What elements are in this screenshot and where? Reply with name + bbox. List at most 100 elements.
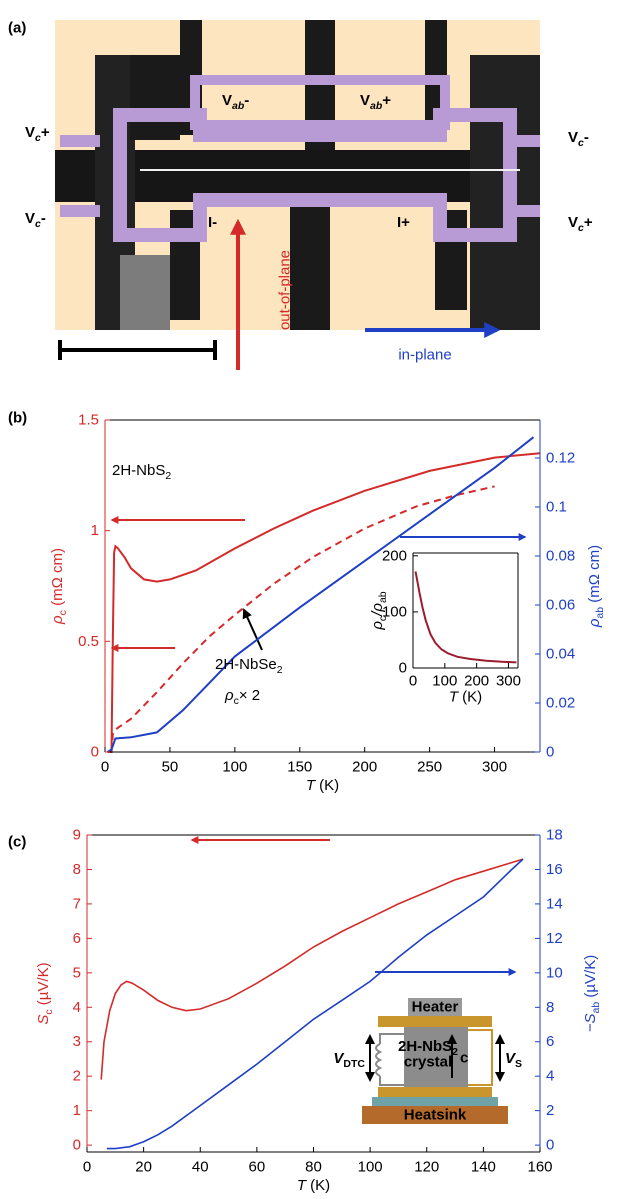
x-tick-label: 80 bbox=[305, 1159, 322, 1176]
label-part: 2H-NbS bbox=[398, 1038, 452, 1055]
label-part: ρ bbox=[586, 618, 603, 628]
x-tick-label: 300 bbox=[496, 673, 521, 690]
label-part: c bbox=[377, 616, 389, 621]
label-part: ab bbox=[370, 100, 383, 112]
label-part: I- bbox=[208, 214, 217, 231]
plot-lines bbox=[414, 571, 517, 664]
x-axis-label: T (K) bbox=[449, 688, 482, 705]
label-part: 2H-NbSe bbox=[215, 656, 277, 673]
scale-bar bbox=[58, 340, 217, 360]
contact-label: Vab- bbox=[222, 92, 249, 113]
label-part: (K) bbox=[306, 1177, 330, 1194]
label-part: (K) bbox=[315, 777, 339, 794]
label-part: × 2 bbox=[239, 687, 260, 704]
label-part: c bbox=[35, 218, 41, 230]
contact-label: I+ bbox=[397, 214, 410, 231]
label-part: ab bbox=[232, 100, 245, 112]
x-axis-label: T (K) bbox=[306, 777, 339, 794]
label-part: T bbox=[297, 1177, 308, 1194]
x-tick-label: 120 bbox=[414, 1159, 439, 1176]
pointer-arrow bbox=[242, 608, 263, 651]
label-part: V bbox=[222, 92, 232, 109]
label-part: - bbox=[41, 210, 46, 227]
x-tick-label: 60 bbox=[249, 1159, 266, 1176]
contact-label: Vc- bbox=[568, 129, 589, 150]
y-tick-label: 7 bbox=[73, 895, 81, 912]
y-tick-label: 4 bbox=[73, 999, 81, 1016]
plot-lines bbox=[100, 858, 524, 1150]
y2-tick-label: 6 bbox=[546, 1033, 554, 1050]
label-part: V bbox=[568, 129, 578, 146]
y2-tick-label: 12 bbox=[546, 930, 563, 947]
data-line bbox=[107, 436, 535, 753]
y-tick-label: 3 bbox=[73, 1033, 81, 1050]
schematic-label: crystal bbox=[404, 1054, 452, 1071]
micrograph bbox=[55, 20, 540, 330]
y-tick-label: 0 bbox=[91, 744, 99, 761]
schematic-label: c bbox=[460, 1050, 468, 1067]
x-tick-label: 0 bbox=[101, 759, 109, 776]
direction-label: in-plane bbox=[398, 347, 451, 364]
contact-label: Vab+ bbox=[360, 92, 391, 113]
y-tick-label: 0 bbox=[399, 660, 407, 677]
y-tick-label: 2 bbox=[73, 1068, 81, 1085]
contact-label: I- bbox=[208, 214, 217, 231]
annotation: 2H-NbSe2 bbox=[215, 656, 283, 677]
y2-tick-label: 4 bbox=[546, 1068, 554, 1085]
y-tick-label: 8 bbox=[73, 861, 81, 878]
y2-tick-label: 0.1 bbox=[546, 498, 567, 515]
x-tick-label: 200 bbox=[352, 759, 377, 776]
annotation: 2H-NbS2 bbox=[112, 462, 171, 483]
data-line bbox=[100, 858, 524, 1080]
data-line bbox=[414, 571, 517, 664]
y-tick-label: 1 bbox=[73, 1102, 81, 1119]
y2-tick-label: 0.02 bbox=[546, 694, 575, 711]
label-part: + bbox=[584, 214, 593, 231]
label-part: V bbox=[333, 1050, 345, 1067]
label-part: DTC bbox=[343, 1058, 365, 1070]
label-part: I+ bbox=[397, 214, 410, 231]
label-part: V bbox=[25, 210, 35, 227]
y-axis-label: ρc/ρab bbox=[369, 591, 390, 630]
label-part: ρ bbox=[224, 687, 234, 704]
contact-label: Vc- bbox=[25, 210, 46, 231]
y-tick-label: 100 bbox=[382, 603, 407, 620]
contact-label: Vc+ bbox=[25, 124, 50, 145]
y2-tick-label: 14 bbox=[546, 895, 563, 912]
label-part: + bbox=[382, 92, 391, 109]
panel-label: (a) bbox=[8, 20, 26, 37]
label-part: ab bbox=[590, 1002, 602, 1014]
label-part: c bbox=[57, 610, 69, 615]
annotation: ρc× 2 bbox=[224, 687, 260, 708]
label-part: (mΩ cm) bbox=[49, 548, 66, 610]
x-tick-label: 150 bbox=[287, 759, 312, 776]
y2-axis-label: ρab (mΩ cm) bbox=[586, 545, 607, 628]
schematic-label: VS bbox=[505, 1050, 522, 1071]
x-tick-label: 0 bbox=[409, 673, 417, 690]
label-part: c bbox=[578, 222, 584, 234]
label-part: c bbox=[35, 132, 41, 144]
x-tick-label: 200 bbox=[464, 673, 489, 690]
y2-tick-label: 0.08 bbox=[546, 547, 575, 564]
label-part: 2 bbox=[277, 664, 283, 676]
y2-tick-label: 0.06 bbox=[546, 596, 575, 613]
y-tick-label: 1 bbox=[91, 522, 99, 539]
label-part: ab bbox=[594, 607, 606, 619]
y-tick-label: 5 bbox=[73, 964, 81, 981]
label-part: (K) bbox=[458, 688, 482, 705]
label-part: ab bbox=[377, 591, 389, 603]
label-part: V bbox=[568, 214, 578, 231]
schematic-label: Heatsink bbox=[404, 1107, 467, 1124]
label-part: (µV/K) bbox=[582, 955, 599, 1002]
x-tick-label: 140 bbox=[471, 1159, 496, 1176]
x-tick-label: 20 bbox=[135, 1159, 152, 1176]
y2-tick-label: 8 bbox=[546, 999, 554, 1016]
label-part: c bbox=[578, 137, 584, 149]
label-part: V bbox=[25, 124, 35, 141]
label-part: S bbox=[515, 1058, 522, 1070]
data-line bbox=[106, 858, 524, 1150]
label-part: −S bbox=[582, 1013, 599, 1032]
direction-label: out-of-plane bbox=[277, 250, 294, 330]
y2-tick-label: 0.12 bbox=[546, 449, 575, 466]
